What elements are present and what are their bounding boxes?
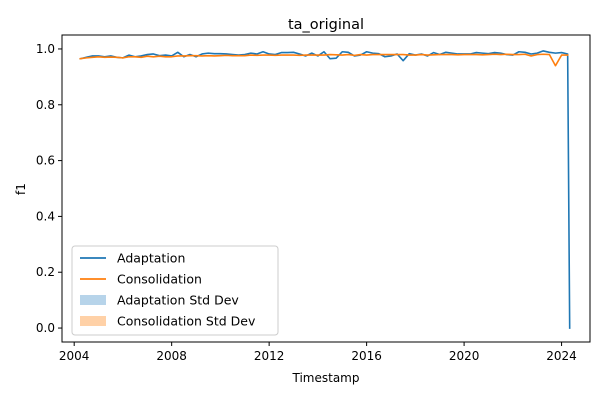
legend-swatch-consolidation-std-dev	[80, 316, 106, 326]
chart-title: ta_original	[288, 17, 364, 33]
x-axis-label: Timestamp	[292, 371, 360, 385]
y-tick-label: 0.0	[36, 321, 55, 335]
x-axis-ticks: 2004 2008 2012 2016 2020 2024	[59, 342, 577, 363]
x-tick-label: 2012	[254, 349, 285, 363]
y-axis-label: f1	[14, 183, 28, 195]
y-axis-ticks: 0.0 0.2 0.4 0.6 0.8 1.0	[36, 42, 62, 335]
legend-label-adaptation-std-dev: Adaptation Std Dev	[117, 293, 239, 308]
x-tick-label: 2016	[351, 349, 382, 363]
plot-frame	[61, 34, 591, 343]
y-tick-label: 0.2	[36, 265, 55, 279]
legend-box	[71, 245, 279, 336]
series-line-consolidation	[79, 53, 569, 67]
legend-swatch-adaptation-std-dev	[80, 295, 106, 305]
x-tick-label: 2008	[156, 349, 187, 363]
y-tick-label: 0.8	[36, 98, 55, 112]
x-tick-label: 2024	[546, 349, 577, 363]
legend-label-adaptation: Adaptation	[117, 251, 185, 266]
series-layer	[79, 50, 571, 329]
y-tick-label: 0.6	[36, 154, 55, 168]
y-tick-label: 0.4	[36, 209, 55, 223]
y-tick-label: 1.0	[36, 42, 55, 56]
x-tick-label: 2004	[59, 349, 90, 363]
legend-label-consolidation: Consolidation	[117, 272, 202, 287]
legend-label-consolidation-std-dev: Consolidation Std Dev	[117, 314, 256, 329]
legend: Adaptation Consolidation Adaptation Std De…	[71, 245, 279, 336]
x-tick-label: 2020	[449, 349, 480, 363]
